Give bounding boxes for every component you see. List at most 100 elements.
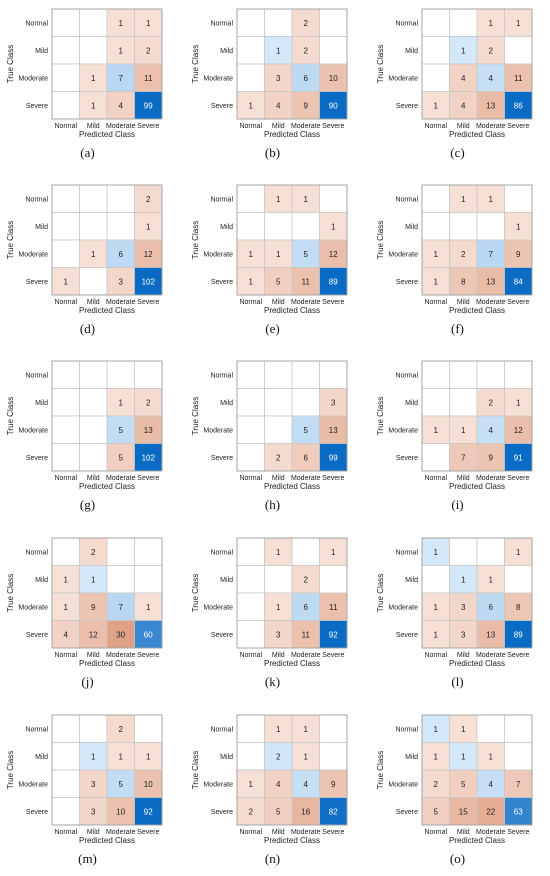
cell-value: 3 — [91, 807, 96, 816]
x-tick-label: Severe — [322, 829, 344, 836]
cell-value: 1 — [489, 575, 494, 584]
x-tick-label: Mild — [457, 299, 470, 306]
cell-value: 5 — [276, 277, 281, 286]
y-tick-label: Mild — [405, 48, 418, 55]
panel-caption: (m) — [78, 851, 97, 866]
matrix-cell — [51, 537, 80, 566]
matrix-border — [421, 537, 533, 649]
matrix-cell — [236, 184, 265, 213]
cell-value: 4 — [119, 101, 124, 110]
cell-value: 63 — [514, 807, 523, 816]
y-tick-label: Normal — [25, 549, 48, 556]
matrix-cell — [319, 267, 348, 296]
confusion-matrix-panel: 1 1 1 2 4 4 11 1 4 13 86 Normal Mild Moderate Severe No… — [370, 0, 545, 170]
cell-value: 1 — [119, 19, 124, 28]
y-tick-label: Normal — [210, 372, 233, 379]
matrix-cell — [236, 415, 265, 444]
y-tick-label: Mild — [220, 754, 233, 761]
x-tick-label: Mild — [87, 475, 100, 482]
cell-value: 8 — [516, 603, 521, 612]
matrix-cell — [421, 36, 450, 65]
cell-value: 1 — [91, 575, 96, 584]
matrix-cell — [51, 360, 80, 389]
cell-value: 2 — [91, 548, 96, 557]
confusion-matrix-svg: 21 23 6 101 4 9 90NormalMildModerateSevereNorm… — [191, 8, 348, 139]
matrix-cell — [421, 620, 450, 649]
cell-value: 11 — [329, 603, 338, 612]
confusion-matrix-svg: 1 12 11 4 4 92 5 16 82NormalMildModerateSevereNo… — [191, 714, 348, 845]
y-tick-label: Moderate — [388, 427, 418, 434]
cell-value: 5 — [119, 426, 124, 435]
matrix-cell — [264, 360, 293, 389]
y-tick-label: Moderate — [18, 251, 48, 258]
x-tick-label: Normal — [54, 652, 77, 659]
matrix-cell — [134, 360, 163, 389]
matrix-border — [236, 360, 348, 472]
matrix-cell — [134, 91, 163, 120]
y-axis-label: True Class — [376, 397, 385, 435]
cell-value: 4 — [304, 780, 309, 789]
confusion-matrix-panel: 1 1 1 1 1 3 6 8 1 3 13 89 Normal Mild Moderate Severe No… — [370, 529, 545, 699]
matrix-cell — [319, 537, 348, 566]
y-tick-label: Moderate — [388, 781, 418, 788]
cell-value: 2 — [461, 250, 466, 259]
cell-value: 99 — [329, 453, 338, 462]
cell-value: 1 — [276, 250, 281, 259]
matrix-cell — [79, 388, 108, 417]
y-axis-label: True Class — [376, 221, 385, 259]
panel-caption: (h) — [264, 497, 281, 512]
cell-value: 16 — [301, 807, 310, 816]
x-tick-label: Mild — [457, 829, 470, 836]
cell-value: 3 — [119, 277, 124, 286]
matrix-cell — [319, 8, 348, 37]
matrix-border — [421, 714, 533, 826]
cell-value: 1 — [146, 222, 151, 231]
y-axis-label: True Class — [191, 574, 200, 612]
matrix-cell — [79, 620, 108, 649]
matrix-cell — [236, 620, 265, 649]
x-tick-label: Mild — [272, 652, 285, 659]
y-tick-label: Moderate — [203, 251, 233, 258]
cell-value: 6 — [304, 603, 309, 612]
x-tick-label: Severe — [322, 123, 344, 130]
y-tick-label: Normal — [395, 372, 418, 379]
cell-value: 13 — [486, 277, 495, 286]
confusion-matrix-svg: 2 11 1 4 127 9 91NormalMildModerateSevereNorma… — [376, 360, 533, 491]
y-tick-label: Normal — [395, 726, 418, 733]
y-axis-label: True Class — [6, 397, 15, 435]
matrix-cell — [51, 388, 80, 417]
matrix-cell — [291, 565, 320, 594]
x-tick-label: Moderate — [476, 652, 506, 659]
y-tick-label: Mild — [405, 224, 418, 231]
cell-value: 2 — [489, 46, 494, 55]
cell-value: 1 — [516, 222, 521, 231]
cell-value: 2 — [146, 195, 151, 204]
matrix-cell — [421, 63, 450, 92]
y-axis-label: True Class — [6, 45, 15, 83]
matrix-cell — [236, 714, 265, 743]
matrix-cell — [319, 184, 348, 213]
cell-value: 5 — [119, 780, 124, 789]
confusion-matrix-panel: 2 1 1 6 12 1 3 102 Normal Mild Moderate Severe Norma… — [0, 176, 175, 346]
panel-caption: (i) — [451, 497, 464, 512]
y-tick-label: Moderate — [203, 604, 233, 611]
matrix-border — [421, 8, 533, 120]
cell-value: 4 — [461, 101, 466, 110]
x-tick-label: Moderate — [106, 299, 136, 306]
cell-value: 13 — [486, 630, 495, 639]
cell-value: 9 — [91, 603, 96, 612]
matrix-cell — [264, 797, 293, 826]
x-tick-label: Moderate — [476, 123, 506, 130]
cell-value: 11 — [302, 277, 311, 286]
x-tick-label: Normal — [239, 299, 262, 306]
cell-value: 86 — [514, 101, 523, 110]
confusion-matrix-panel: 1 1 1 1 1 2 5 4 7 5 15 22 63 Normal Mild Moderate Severe… — [370, 706, 545, 876]
cell-value: 1 — [304, 725, 309, 734]
panel-caption: (k) — [264, 674, 281, 689]
cell-value: 11 — [144, 74, 153, 83]
matrix-cell — [79, 415, 108, 444]
confusion-matrix-svg: 1 11 11 3 6 81 3 13 89NormalMildModerateSevereNo… — [376, 537, 533, 668]
cell-value: 9 — [489, 453, 494, 462]
y-axis-label: True Class — [376, 574, 385, 612]
